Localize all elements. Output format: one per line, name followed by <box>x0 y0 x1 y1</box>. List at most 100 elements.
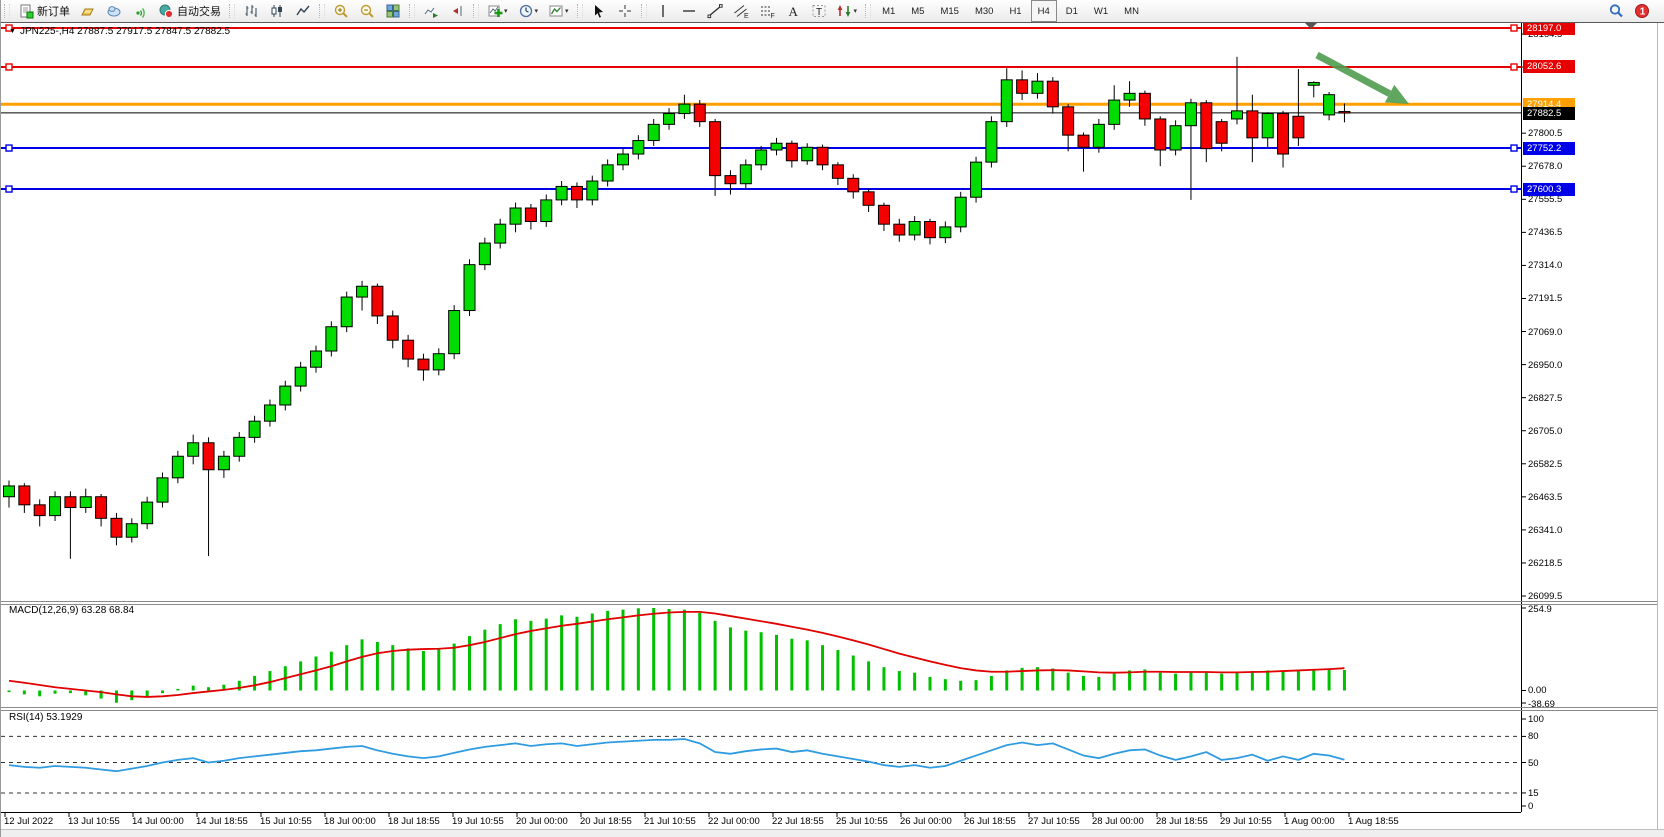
macd-indicator-label: MACD(12,26,9) 63.28 68.84 <box>9 605 135 616</box>
bid-price-badge: 27882.5 <box>1523 106 1575 120</box>
tf-m15-button[interactable]: M15 <box>933 0 965 22</box>
zoom-in-icon <box>334 4 348 18</box>
line-handle[interactable] <box>5 63 13 71</box>
axis-price-badge: 28197.0 <box>1523 21 1575 35</box>
periods-button[interactable]: ▾ <box>514 0 543 22</box>
signal-icon[interactable] <box>128 0 152 22</box>
gold-ingot-icon[interactable] <box>76 0 100 22</box>
macd-scale-max: 254.9 <box>1528 604 1552 615</box>
vline-icon <box>661 5 664 17</box>
toolbar-grip <box>409 4 415 18</box>
vertical-line-button[interactable] <box>651 0 675 22</box>
alert-icon: 1 <box>1635 4 1649 18</box>
price-tick: 27314.0 <box>1528 260 1563 272</box>
toolbar-grip <box>229 4 235 18</box>
dropdown-caret-icon[interactable]: ▾ <box>504 8 508 15</box>
horizontal-line-button[interactable] <box>677 0 701 22</box>
templates-button[interactable]: ▾ <box>544 0 573 22</box>
date-label: 26 Jul 18:55 <box>964 816 1016 827</box>
autotrade-icon <box>159 4 174 19</box>
toolbar-group-7: M1 M5 M15 M30 H1 H4 D1 W1 MN <box>874 0 1147 22</box>
tf-mn-button[interactable]: MN <box>1117 0 1146 22</box>
toolbar-group-6: E F A T ▾ <box>650 0 863 22</box>
date-label: 28 Jul 18:55 <box>1156 816 1208 827</box>
trendline-button[interactable] <box>703 0 727 22</box>
dropdown-caret-icon[interactable]: ▾ <box>565 8 569 15</box>
autotrading-button[interactable]: 自动交易 <box>154 0 225 22</box>
cursor-button[interactable] <box>587 0 611 22</box>
symbol-dropdown-icon[interactable]: ▼ <box>9 28 16 35</box>
toolbar-group-4: ▾ ▾ ▾ <box>482 0 574 22</box>
tf-m1-button[interactable]: M1 <box>875 0 902 22</box>
tile-windows-icon <box>386 4 400 18</box>
new-order-button[interactable]: 新订单 <box>14 0 74 22</box>
line-handle[interactable] <box>1510 24 1518 32</box>
tf-h4-button[interactable]: H4 <box>1030 0 1057 22</box>
tf-m1-button-label: M1 <box>882 5 896 17</box>
text-label-button[interactable]: T <box>807 0 831 22</box>
tf-w1-button[interactable]: W1 <box>1087 0 1115 22</box>
candlestick-chart-button[interactable] <box>265 0 289 22</box>
channel-button[interactable]: E <box>729 0 753 22</box>
line-handle[interactable] <box>5 185 13 193</box>
dropdown-caret-icon[interactable]: ▾ <box>853 8 858 15</box>
date-label: 28 Jul 00:00 <box>1092 816 1144 827</box>
line-handle[interactable] <box>1510 63 1518 71</box>
svg-text:1: 1 <box>1640 7 1646 18</box>
svg-text:F: F <box>770 13 774 19</box>
line-handle[interactable] <box>1510 185 1518 193</box>
indicators-button[interactable]: ▾ <box>483 0 512 22</box>
chart-shift-marker[interactable] <box>1305 23 1317 29</box>
rsi-scale-tick: 15 <box>1528 787 1539 799</box>
auto-scroll-button[interactable] <box>419 0 443 22</box>
window-right-border <box>1657 22 1658 829</box>
line-handle[interactable] <box>5 24 13 32</box>
tf-d1-button[interactable]: D1 <box>1059 0 1085 22</box>
rsi-scale-tick: 50 <box>1528 757 1539 769</box>
chart-title: ▼ JPN225-,H4 27887.5 27917.5 27847.5 2788… <box>9 26 230 37</box>
chart-bars-icon <box>245 5 257 17</box>
tf-m30-button[interactable]: M30 <box>968 0 1000 22</box>
cursor-icon <box>594 5 603 18</box>
zoom-in-button[interactable] <box>329 0 353 22</box>
text-button[interactable]: A <box>781 0 805 22</box>
search-button[interactable] <box>1604 0 1628 22</box>
toolbar-group-1 <box>238 0 316 22</box>
tf-m5-button-label: M5 <box>911 5 925 17</box>
fibonacci-button[interactable]: F <box>755 0 779 22</box>
toolbar-grip <box>319 4 325 18</box>
line-handle[interactable] <box>1510 144 1518 152</box>
price-tick: 27191.5 <box>1528 293 1563 305</box>
price-tick: 27678.0 <box>1528 161 1563 173</box>
axis-price-badge: 27752.2 <box>1523 141 1575 155</box>
market-watch-icon[interactable] <box>102 0 126 22</box>
tf-h1-button[interactable]: H1 <box>1002 0 1028 22</box>
toolbar-grip <box>4 4 10 18</box>
bar-chart-button[interactable] <box>239 0 263 22</box>
trendline-icon <box>707 4 723 19</box>
line-handle[interactable] <box>5 144 13 152</box>
tf-mn-button-label: MN <box>1124 5 1139 17</box>
price-tick: 27436.5 <box>1528 227 1563 239</box>
tile-windows-button[interactable] <box>381 0 405 22</box>
tf-m5-button[interactable]: M5 <box>904 0 931 22</box>
line-chart-button[interactable] <box>291 0 315 22</box>
price-tick: 26705.0 <box>1528 425 1563 437</box>
crosshair-button[interactable] <box>613 0 637 22</box>
chart-shift-button[interactable] <box>445 0 469 22</box>
notifications-badge[interactable]: 1 <box>1630 0 1654 22</box>
tf-d1-button-label: D1 <box>1065 5 1078 17</box>
arrows-button[interactable]: ▾ <box>833 0 862 22</box>
date-label: 13 Jul 10:55 <box>68 816 120 827</box>
clock-icon <box>519 4 532 18</box>
price-tick: 26950.0 <box>1528 359 1563 371</box>
trend-arrow-annotation[interactable] <box>1315 51 1409 104</box>
date-label: 21 Jul 10:55 <box>644 816 696 827</box>
dropdown-caret-icon[interactable]: ▾ <box>534 8 539 15</box>
zoom-out-button[interactable] <box>355 0 379 22</box>
date-label: 12 Jul 2022 <box>4 816 54 827</box>
label-text-icon: T <box>812 5 826 18</box>
price-tick: 26582.5 <box>1528 458 1563 470</box>
